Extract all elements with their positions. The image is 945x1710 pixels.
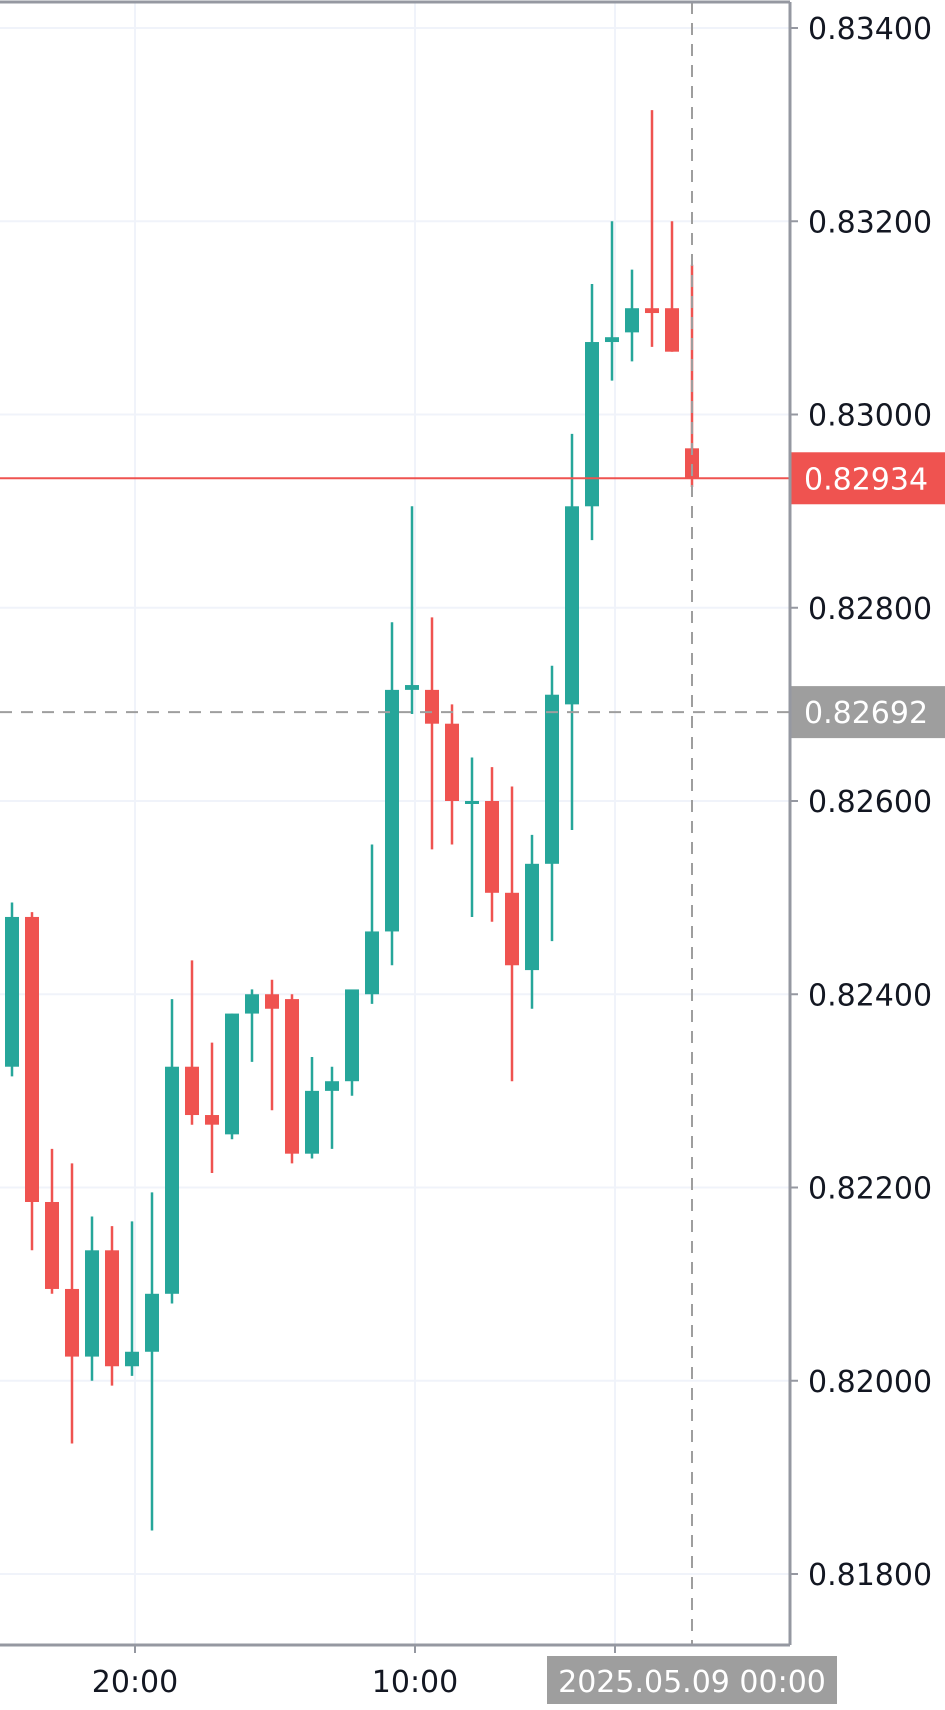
crosshair-price-badge-bg (790, 686, 945, 739)
candle-series[interactable] (5, 110, 699, 1531)
crosshair-time-label: 2025.05.09 00:00 (558, 1665, 826, 1700)
candle-body (205, 1115, 219, 1125)
candle-body (445, 723, 459, 801)
candle-body (265, 994, 279, 1009)
candle-body (345, 989, 359, 1082)
candle[interactable] (605, 221, 619, 381)
candle-body (565, 506, 579, 705)
candle-body (385, 689, 399, 932)
y-tick-label: 0.83200 (808, 205, 932, 240)
candle-body (85, 1250, 99, 1357)
candle-body (45, 1201, 59, 1289)
candle-body (645, 308, 659, 314)
candle-body (145, 1293, 159, 1352)
candle-body (405, 685, 419, 690)
candle-body (305, 1090, 319, 1154)
candle[interactable] (265, 979, 279, 1111)
candle-body (285, 999, 299, 1154)
candle-body (525, 863, 539, 971)
candle[interactable] (165, 999, 179, 1304)
candle[interactable] (145, 1192, 159, 1531)
candle[interactable] (345, 989, 359, 1096)
candle[interactable] (325, 1066, 339, 1149)
candle-body (605, 337, 619, 343)
candle[interactable] (225, 1013, 239, 1140)
y-tick-label: 0.82800 (808, 592, 932, 627)
candle[interactable] (45, 1148, 59, 1294)
candle-body (25, 916, 39, 1202)
candle[interactable] (665, 221, 679, 352)
candle[interactable] (405, 506, 419, 715)
y-tick-label: 0.82400 (808, 978, 932, 1013)
candle-body (325, 1081, 339, 1091)
candle[interactable] (365, 844, 379, 1004)
candle[interactable] (425, 617, 439, 850)
candle[interactable] (485, 767, 499, 922)
candle[interactable] (25, 912, 39, 1251)
candle-body (585, 342, 599, 507)
candle-body (425, 689, 439, 724)
candle[interactable] (585, 284, 599, 541)
candle-body (165, 1066, 179, 1294)
crosshair-price-label: 0.82692 (804, 696, 928, 731)
candle-body (625, 308, 639, 333)
candle[interactable] (565, 433, 579, 830)
crosshair-time-badge-bg (547, 1656, 837, 1704)
crosshair-price-badge: 0.82692 (790, 686, 945, 739)
candle[interactable] (625, 269, 639, 362)
candle[interactable] (505, 786, 519, 1082)
candle[interactable] (645, 110, 659, 347)
current-price-label: 0.82934 (804, 462, 928, 497)
candle[interactable] (5, 902, 19, 1077)
y-tick-label: 0.82200 (808, 1172, 932, 1207)
y-tick-label: 0.82000 (808, 1365, 932, 1400)
candle-body (685, 448, 699, 479)
candle-body (125, 1351, 139, 1367)
candle[interactable] (545, 665, 559, 942)
candle-body (545, 694, 559, 864)
candle[interactable] (445, 704, 459, 845)
price-axis: 0.83400 0.83200 0.83000 0.82800 0.82600 0.824… (0, 0, 932, 1647)
candle[interactable] (125, 1221, 139, 1376)
candle[interactable] (245, 989, 259, 1062)
current-price-badge: 0.82934 (790, 452, 945, 505)
candle-body (245, 994, 259, 1014)
candle-body (5, 916, 19, 1067)
x-tick-label: 20:00 (92, 1665, 178, 1700)
candle[interactable] (305, 1057, 319, 1159)
candle-body (65, 1288, 79, 1357)
candle-body (225, 1013, 239, 1135)
candle[interactable] (385, 622, 399, 966)
candle-body (465, 801, 479, 804)
candle-body (185, 1066, 199, 1116)
candle[interactable] (465, 757, 479, 917)
x-tick-label: 10:00 (372, 1665, 458, 1700)
y-tick-label: 0.83000 (808, 399, 932, 434)
candle[interactable] (525, 834, 539, 1009)
candle-body (365, 931, 379, 995)
y-tick-label: 0.83400 (808, 12, 932, 47)
candle[interactable] (285, 994, 299, 1164)
candle-body (105, 1250, 119, 1367)
candle[interactable] (65, 1163, 79, 1444)
candle-body (665, 308, 679, 352)
y-tick-label: 0.81800 (808, 1558, 932, 1593)
candle[interactable] (105, 1226, 119, 1386)
y-tick-label: 0.82600 (808, 785, 932, 820)
candle-body (505, 892, 519, 966)
time-axis: 20:00 10:00 2025.05.09 00:00 (92, 1645, 837, 1704)
crosshair-time-badge: 2025.05.09 00:00 (547, 1656, 837, 1704)
price-overlays: 0.82934 0.82692 (0, 2, 945, 1645)
candle[interactable] (205, 1042, 219, 1174)
candle[interactable] (185, 960, 199, 1125)
current-price-badge-bg (790, 452, 945, 505)
candle[interactable] (85, 1216, 99, 1381)
candle-body (485, 801, 499, 893)
